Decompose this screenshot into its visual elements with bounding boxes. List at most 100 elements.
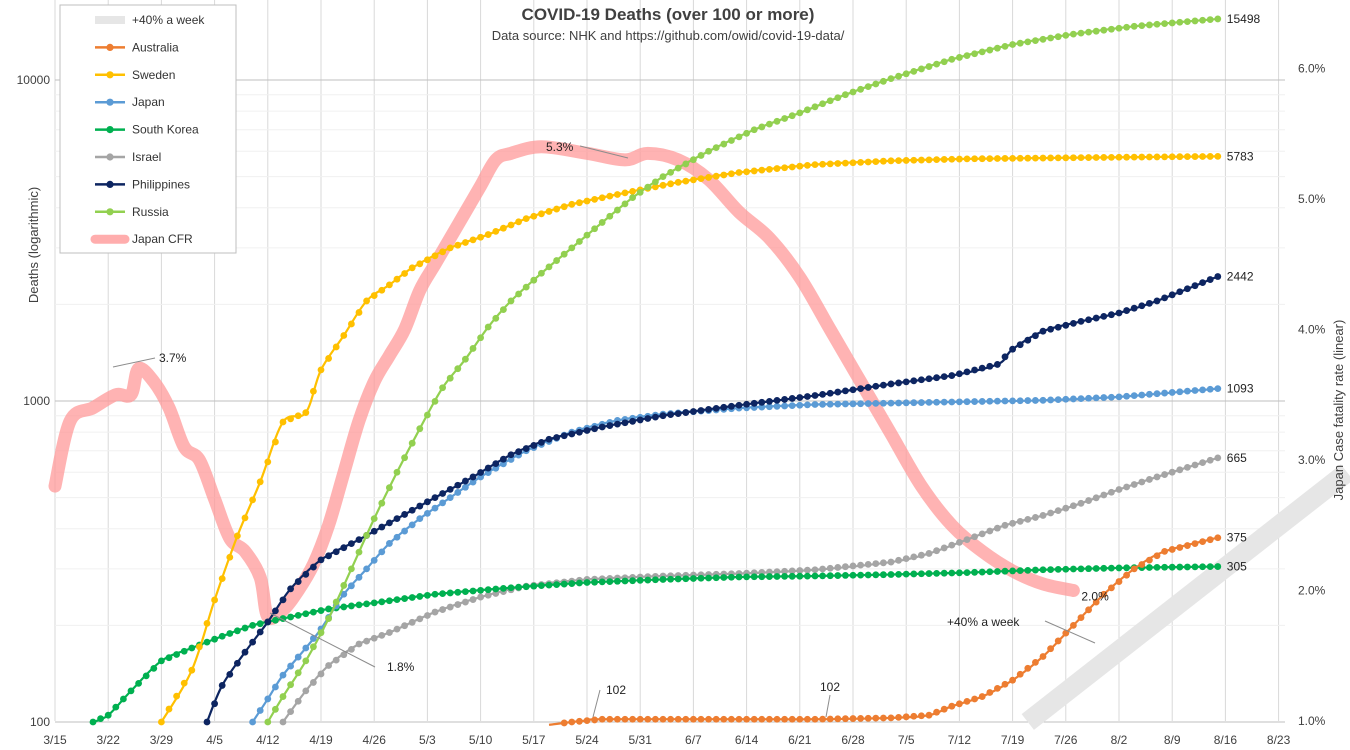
- data-point: [416, 593, 424, 600]
- data-point: [332, 656, 340, 664]
- data-point: [500, 306, 507, 314]
- data-point: [1047, 154, 1054, 162]
- annotation-text: 102: [820, 680, 840, 694]
- data-point: [1176, 544, 1184, 551]
- data-point: [1062, 504, 1070, 512]
- annotation-leader: [579, 145, 629, 159]
- data-point: [971, 695, 978, 703]
- data-point: [842, 387, 849, 395]
- data-point: [1092, 27, 1100, 35]
- data-point: [948, 702, 956, 710]
- x-tick-label: 5/10: [469, 733, 493, 747]
- data-point: [667, 411, 674, 419]
- data-point: [978, 530, 986, 538]
- data-point: [1077, 499, 1085, 507]
- data-point: [834, 160, 842, 167]
- data-point: [538, 582, 545, 590]
- data-point: [272, 616, 279, 624]
- data-point: [1191, 563, 1199, 571]
- data-point: [1001, 42, 1009, 50]
- data-point: [1123, 483, 1130, 491]
- data-point: [317, 607, 325, 614]
- data-point: [272, 607, 279, 615]
- data-point: [766, 715, 773, 723]
- legend-item-japan: Japan: [95, 95, 165, 109]
- data-point: [788, 567, 796, 575]
- data-point: [614, 715, 621, 723]
- data-point: [424, 498, 431, 506]
- data-point: [986, 362, 994, 370]
- legend-item-south-korea: South Korea: [95, 123, 199, 137]
- x-tick-label: 5/24: [575, 733, 599, 747]
- data-point: [446, 494, 454, 502]
- data-point: [294, 653, 302, 661]
- data-point: [804, 572, 811, 580]
- data-point: [287, 681, 294, 689]
- data-point: [1062, 629, 1070, 637]
- data-point: [340, 332, 348, 339]
- data-point: [971, 398, 978, 405]
- data-point: [386, 484, 393, 492]
- data-point: [887, 571, 895, 578]
- data-point: [1176, 153, 1184, 161]
- data-point: [826, 400, 834, 408]
- data-point: [234, 532, 241, 540]
- data-point: [788, 402, 796, 410]
- data-point: [956, 54, 963, 61]
- data-point: [492, 314, 500, 322]
- data-point: [1001, 397, 1009, 405]
- data-point: [1039, 35, 1047, 43]
- data-point: [325, 355, 332, 362]
- data-point: [530, 212, 538, 220]
- data-point: [842, 400, 849, 408]
- data-point: [1184, 387, 1191, 395]
- data-point: [568, 200, 576, 208]
- data-point: [1138, 153, 1146, 161]
- data-point: [1199, 279, 1206, 287]
- data-point: [1161, 547, 1168, 555]
- data-point: [264, 695, 272, 703]
- data-point: [978, 155, 986, 163]
- data-point: [773, 396, 781, 404]
- data-point: [188, 666, 196, 674]
- data-point: [781, 567, 788, 575]
- data-point: [530, 276, 538, 284]
- data-point: [864, 560, 872, 568]
- x-tick-label: 5/17: [522, 733, 546, 747]
- data-point: [705, 715, 712, 723]
- data-point: [515, 448, 522, 456]
- data-point: [819, 715, 826, 723]
- data-point: [576, 717, 583, 725]
- data-point: [834, 388, 842, 396]
- data-point: [690, 176, 697, 184]
- data-point: [446, 244, 454, 252]
- data-point: [226, 630, 234, 637]
- data-point: [256, 478, 264, 486]
- data-point: [720, 715, 728, 723]
- data-point: [1153, 473, 1161, 481]
- data-point: [1168, 389, 1176, 396]
- data-point: [545, 581, 553, 589]
- data-point: [469, 236, 477, 244]
- data-point: [1146, 299, 1153, 307]
- data-point: [507, 451, 515, 459]
- data-point: [477, 586, 484, 594]
- data-point: [553, 257, 560, 264]
- series-philippines: [203, 273, 1222, 726]
- data-point: [682, 715, 690, 723]
- data-point: [591, 578, 598, 586]
- data-point: [378, 598, 386, 606]
- data-point: [538, 210, 545, 218]
- data-point: [674, 164, 682, 172]
- data-point: [940, 569, 948, 577]
- y-axis-title: Deaths (logarithmic): [26, 187, 41, 303]
- data-point: [158, 718, 165, 726]
- x-tick-label: 6/7: [685, 733, 702, 747]
- data-point: [1130, 22, 1138, 30]
- data-point: [386, 629, 393, 636]
- data-point: [408, 594, 416, 601]
- data-point: [606, 715, 614, 723]
- legend-item-israel: Israel: [95, 150, 161, 164]
- data-point: [796, 109, 804, 117]
- data-point: [598, 194, 606, 202]
